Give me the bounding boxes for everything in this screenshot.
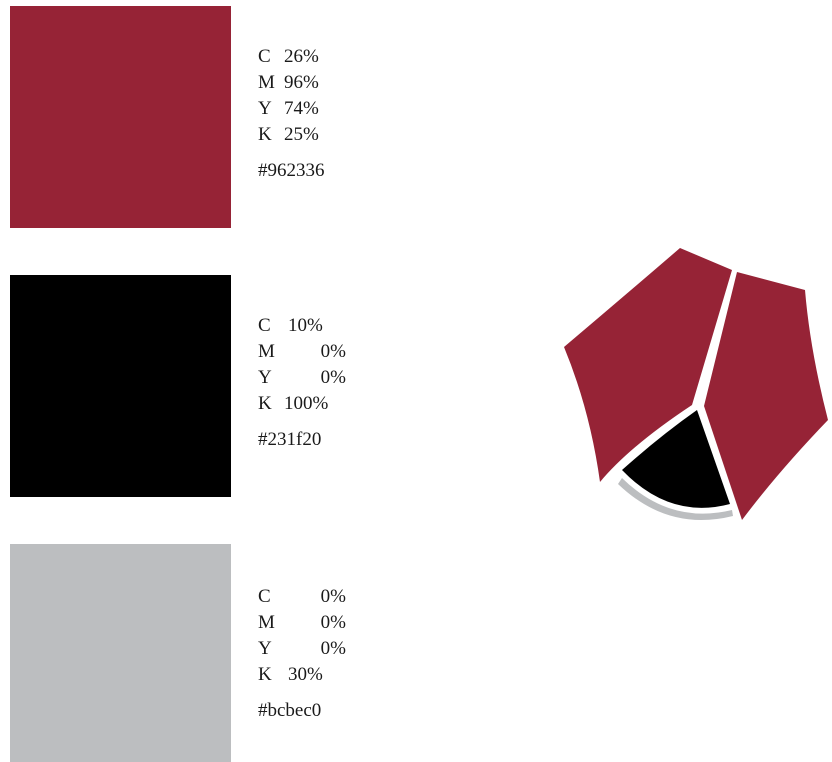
cmyk-row-m: M 0%	[258, 339, 346, 365]
swatch-black	[10, 275, 231, 497]
hex-code: #962336	[258, 160, 325, 181]
hex-code: #bcbec0	[258, 700, 322, 721]
cmyk-value: 0%	[320, 367, 346, 388]
cmyk-row-m: M 96%	[258, 70, 325, 96]
cmyk-label: C	[258, 586, 271, 607]
swatch-gray	[10, 544, 231, 762]
cmyk-row-k: K 100%	[258, 391, 346, 417]
cmyk-row-y: Y 0%	[258, 636, 346, 662]
cmyk-value: 26%	[284, 46, 319, 67]
cmyk-value: 96%	[284, 72, 319, 93]
cmyk-row-m: M 0%	[258, 610, 346, 636]
cmyk-row-y: Y 74%	[258, 96, 325, 122]
cmyk-value: 0%	[320, 638, 346, 659]
cmyk-row-c: C 10%	[258, 313, 346, 339]
cmyk-label: Y	[258, 367, 272, 388]
cmyk-value: 10%	[288, 315, 323, 336]
cmyk-label: Y	[258, 98, 272, 119]
logo-dark-piece	[622, 410, 730, 508]
logo-left-petal	[564, 248, 732, 482]
color-info-red: C 26% M 96% Y 74% K 25% #962336	[258, 44, 325, 184]
cmyk-label: C	[258, 46, 271, 67]
cmyk-row-c: C 26%	[258, 44, 325, 70]
cmyk-value: 25%	[284, 124, 319, 145]
cmyk-value: 0%	[320, 586, 346, 607]
color-info-black: C 10% M 0% Y 0% K 100% #231f20	[258, 313, 346, 453]
cmyk-label: K	[258, 393, 272, 414]
cmyk-label: M	[258, 72, 275, 93]
cmyk-label: K	[258, 664, 272, 685]
cmyk-row-y: Y 0%	[258, 365, 346, 391]
hex-code: #231f20	[258, 429, 322, 450]
cmyk-row-c: C 0%	[258, 584, 346, 610]
cmyk-value: 0%	[320, 612, 346, 633]
cmyk-row-k: K 25%	[258, 122, 325, 148]
cmyk-value: 30%	[288, 664, 323, 685]
cmyk-label: K	[258, 124, 272, 145]
swatch-red	[10, 6, 231, 228]
cmyk-label: Y	[258, 638, 272, 659]
cmyk-row-k: K 30%	[258, 662, 346, 688]
logo-right-petal	[704, 272, 828, 520]
logo-mark	[564, 248, 828, 520]
cmyk-label: C	[258, 315, 271, 336]
cmyk-value: 100%	[284, 393, 329, 414]
cmyk-label: M	[258, 341, 275, 362]
cmyk-value: 0%	[320, 341, 346, 362]
cmyk-label: M	[258, 612, 275, 633]
logo-shadow-piece	[618, 478, 733, 520]
cmyk-value: 74%	[284, 98, 319, 119]
color-info-gray: C 0% M 0% Y 0% K 30% #bcbec0	[258, 584, 346, 724]
